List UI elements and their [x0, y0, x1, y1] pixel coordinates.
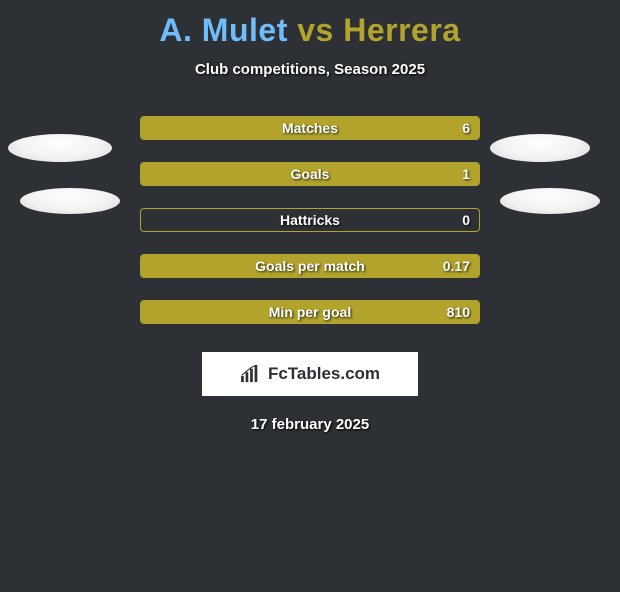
- logo-text: FcTables.com: [268, 364, 380, 384]
- date-text: 17 february 2025: [0, 416, 620, 433]
- title-vs: vs: [288, 12, 343, 48]
- avatar-placeholder: [8, 134, 112, 162]
- stat-row: Goals1: [0, 162, 620, 186]
- bar-track: [140, 162, 480, 186]
- page-title: A. Mulet vs Herrera: [0, 12, 620, 49]
- stat-row: Goals per match0.17: [0, 254, 620, 278]
- bar-fill-right: [141, 301, 479, 323]
- stat-row: Min per goal810: [0, 300, 620, 324]
- bar-track: [140, 208, 480, 232]
- title-player-right: Herrera: [343, 12, 460, 48]
- bar-fill-right: [141, 117, 479, 139]
- subtitle: Club competitions, Season 2025: [0, 61, 620, 78]
- avatar-placeholder: [490, 134, 590, 162]
- bar-track: [140, 300, 480, 324]
- avatar-placeholder: [20, 188, 120, 214]
- bar-track: [140, 254, 480, 278]
- bar-fill-right: [141, 255, 479, 277]
- chart-icon: [240, 365, 262, 383]
- title-player-left: A. Mulet: [159, 12, 287, 48]
- bar-track: [140, 116, 480, 140]
- avatar-placeholder: [500, 188, 600, 214]
- fctables-logo[interactable]: FcTables.com: [202, 352, 418, 396]
- bar-fill-right: [141, 163, 479, 185]
